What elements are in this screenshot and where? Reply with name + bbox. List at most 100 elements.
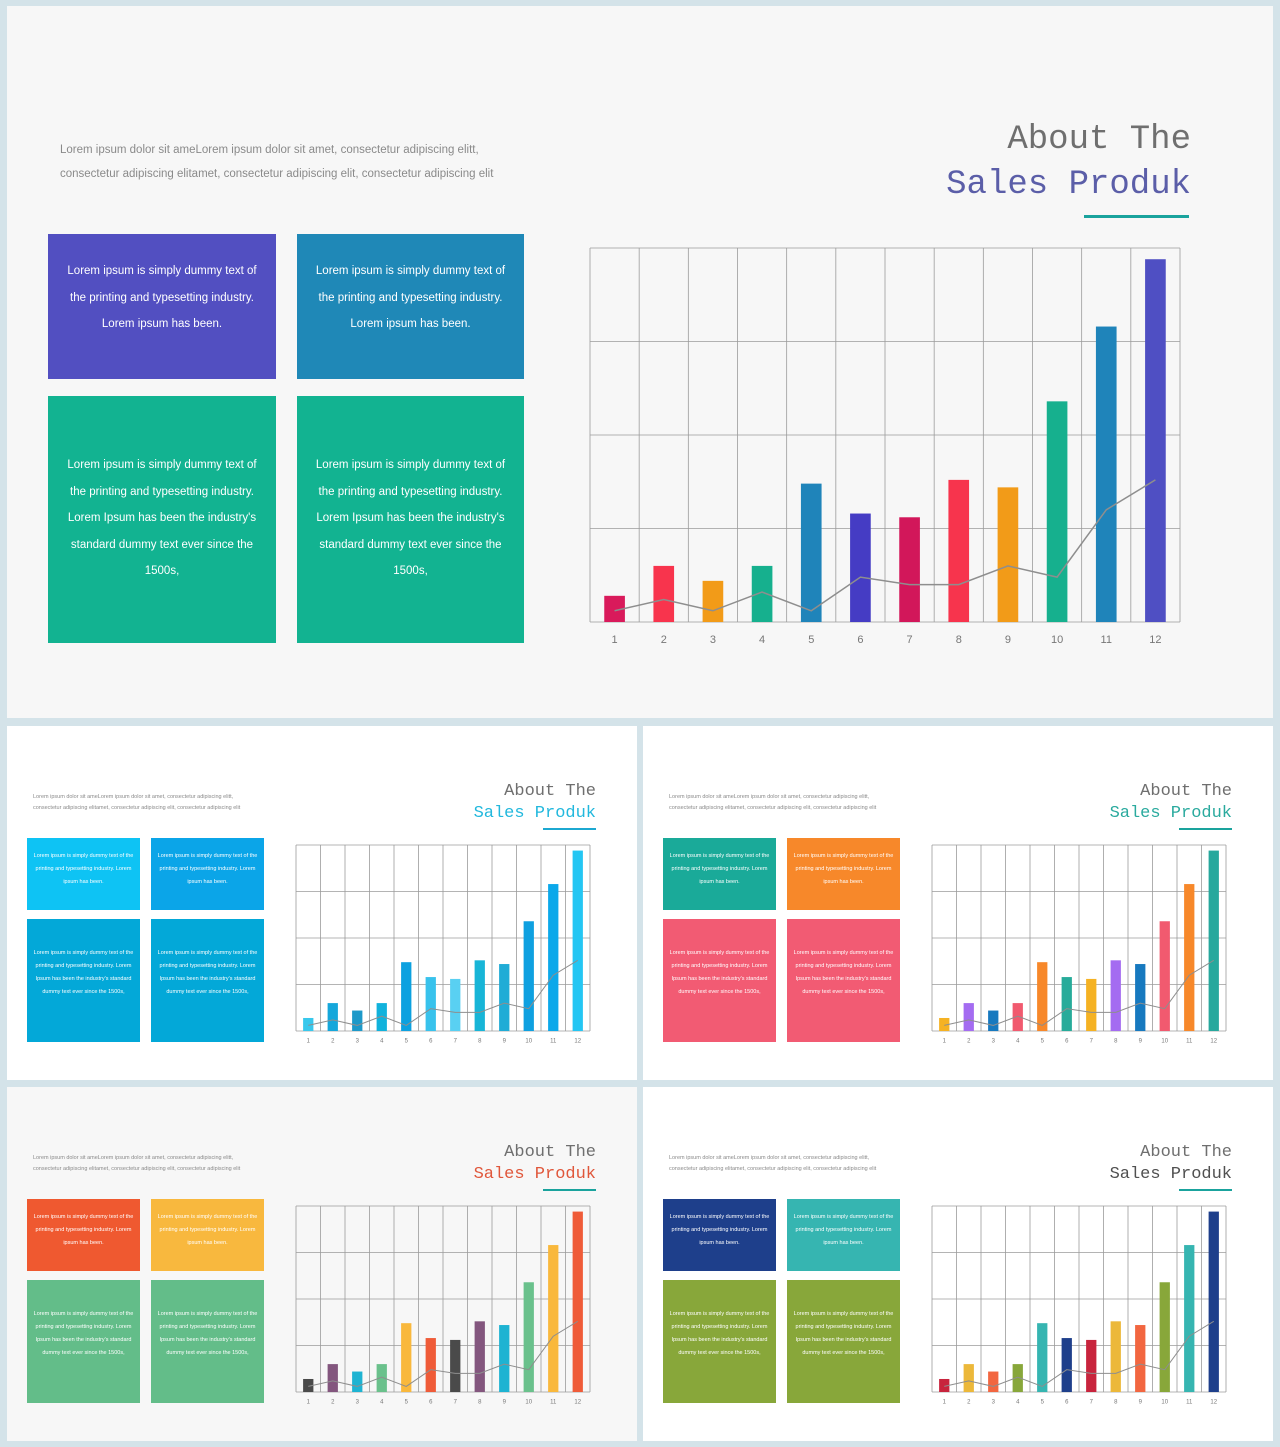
box-text: Lorem ipsum is simply dummy text of the … [793,853,894,885]
box-bottom-right: Lorem ipsum is simply dummy text of the … [151,919,264,1042]
sales-bar-chart: 1 2 3 4 5 6 7 8 9 10 11 12 [931,1205,1227,1405]
title-line1: About The [1140,1143,1232,1162]
x-tick-label: 8 [478,1038,482,1044]
box-text: Lorem ipsum is simply dummy text of the … [33,853,134,885]
bar-12 [1145,259,1166,622]
bar-2 [963,1003,974,1031]
x-tick-label: 3 [992,1399,996,1405]
sales-bar-chart: 1 2 3 4 5 6 7 8 9 10 11 12 [589,247,1181,646]
box-text: Lorem ipsum is simply dummy text of the … [793,1311,894,1356]
bar-1 [939,1017,950,1031]
box-top-right: Lorem ipsum is simply dummy text of the … [787,1199,900,1271]
trend-line [308,1320,579,1387]
bar-6 [1061,1338,1072,1392]
bar-6 [425,977,436,1031]
x-tick-label: 4 [1016,1038,1020,1044]
x-tick-label: 7 [1090,1399,1094,1405]
box-top-right: Lorem ipsum is simply dummy text of the … [297,234,524,379]
box-bottom-right: Lorem ipsum is simply dummy text of the … [297,396,524,643]
intro-text: Lorem ipsum dolor sit ameLorem ipsum dol… [669,794,877,811]
x-tick-label: 2 [661,634,667,646]
title-underline [543,1189,596,1191]
x-tick-label: 2 [331,1038,335,1044]
bar-4 [1012,1364,1023,1392]
title-line1: About The [504,1143,596,1162]
box-text: Lorem ipsum is simply dummy text of the … [33,1214,134,1246]
box-bottom-left: Lorem ipsum is simply dummy text of the … [27,1280,140,1403]
box-bottom-right: Lorem ipsum is simply dummy text of the … [787,1280,900,1403]
box-text: Lorem ipsum is simply dummy text of the … [669,950,770,995]
bar-11 [1184,884,1195,1031]
x-tick-label: 7 [907,634,913,646]
x-tick-label: 3 [356,1399,360,1405]
x-tick-label: 12 [1210,1038,1217,1044]
title-line1: About The [1140,782,1232,801]
page-title: About The Sales Produk [474,781,596,825]
x-tick-label: 8 [956,634,962,646]
box-text: Lorem ipsum is simply dummy text of the … [157,1214,258,1246]
bar-8 [1110,960,1121,1031]
bar-11 [548,1245,559,1392]
x-tick-label: 11 [1186,1399,1193,1405]
bar-10 [523,1282,534,1392]
bar-4 [376,1364,387,1392]
bar-8 [474,960,485,1031]
bar-3 [352,1010,363,1031]
x-tick-label: 1 [307,1038,311,1044]
x-tick-label: 9 [1139,1038,1143,1044]
slide-blue: Lorem ipsum dolor sit ameLorem ipsum dol… [7,726,637,1080]
page-title: About The Sales Produk [1110,1142,1232,1186]
page-title: About The Sales Produk [946,118,1191,208]
slide-warm: Lorem ipsum dolor sit ameLorem ipsum dol… [7,1087,637,1441]
x-tick-label: 9 [1005,634,1011,646]
bar-1 [303,1378,314,1392]
box-top-left: Lorem ipsum is simply dummy text of the … [48,234,276,379]
x-tick-label: 9 [503,1038,507,1044]
x-tick-label: 5 [808,634,814,646]
bar-1 [939,1378,950,1392]
x-tick-label: 6 [1065,1038,1069,1044]
bar-9 [499,1325,510,1392]
bar-3 [988,1371,999,1392]
bar-2 [327,1364,338,1392]
title-line2: Sales Produk [1109,1165,1232,1184]
trend-line [944,959,1215,1026]
intro-text: Lorem ipsum dolor sit ameLorem ipsum dol… [33,1155,241,1172]
x-tick-label: 12 [574,1399,581,1405]
box-top-left: Lorem ipsum is simply dummy text of the … [663,1199,776,1271]
bar-7 [1086,978,1097,1031]
box-text: Lorem ipsum is simply dummy text of the … [33,950,134,995]
trend-line [308,959,579,1026]
bar-3 [352,1371,363,1392]
title-line2: Sales Produk [473,804,596,823]
x-tick-label: 1 [612,634,618,646]
box-text: Lorem ipsum is simply dummy text of the … [793,1214,894,1246]
bar-7 [450,978,461,1031]
bar-8 [948,479,970,622]
bar-2 [963,1364,974,1392]
bar-12 [1208,850,1219,1031]
x-tick-label: 9 [1139,1399,1143,1405]
x-tick-label: 12 [1149,634,1161,646]
sales-bar-chart: 1 2 3 4 5 6 7 8 9 10 11 12 [295,1205,591,1405]
bar-5 [1037,1323,1048,1392]
page-title: About The Sales Produk [474,1142,596,1186]
x-tick-label: 10 [1161,1038,1168,1044]
page-title: About The Sales Produk [1110,781,1232,825]
x-tick-label: 8 [1114,1399,1118,1405]
bar-5 [401,1323,412,1392]
x-tick-label: 10 [525,1399,532,1405]
x-tick-label: 2 [967,1399,971,1405]
bar-9 [1135,1325,1146,1392]
bar-8 [474,1321,485,1392]
sales-bar-chart: 1 2 3 4 5 6 7 8 9 10 11 12 [295,844,591,1044]
x-tick-label: 4 [380,1038,384,1044]
x-tick-label: 2 [331,1399,335,1405]
intro-text: Lorem ipsum dolor sit ameLorem ipsum dol… [60,144,494,180]
title-line2: Sales Produk [946,166,1191,204]
bar-9 [1135,964,1146,1031]
title-underline [1084,215,1189,218]
box-text: Lorem ipsum is simply dummy text of the … [793,950,894,995]
x-tick-label: 10 [1051,634,1063,646]
x-tick-label: 3 [710,634,716,646]
